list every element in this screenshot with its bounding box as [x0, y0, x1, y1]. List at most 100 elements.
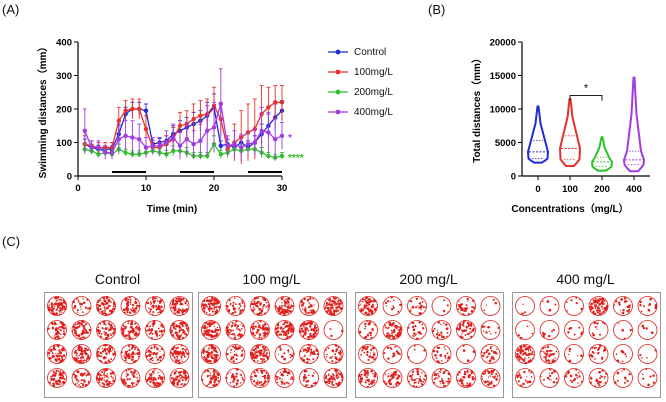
track-dot [52, 370, 55, 373]
track-dot [186, 304, 188, 306]
track-dot [172, 346, 176, 349]
track-dot [237, 325, 239, 327]
track-dot [108, 359, 110, 362]
track-dot [263, 380, 267, 384]
track-dot [158, 330, 161, 332]
track-dot [252, 359, 256, 362]
track-dot [592, 333, 596, 337]
well [47, 344, 67, 364]
track-dot [206, 369, 209, 372]
track-dot [555, 381, 558, 384]
track-dot [439, 354, 443, 357]
well-outline [407, 296, 427, 316]
track-dot [134, 353, 136, 355]
track-dot [155, 352, 158, 355]
data-point [96, 145, 101, 150]
track-dot [149, 308, 153, 311]
track-dot [307, 298, 310, 301]
track-dot [462, 319, 466, 323]
well [431, 344, 452, 364]
track-dot [103, 331, 106, 333]
track-dot [159, 376, 162, 379]
track-dot [235, 382, 239, 385]
track-dot [360, 354, 363, 356]
plate-title: Control [94, 271, 141, 287]
track-dot [466, 359, 470, 363]
track-dot [313, 304, 315, 306]
track-dot [594, 358, 596, 360]
track-dot [594, 297, 597, 300]
track-dot [422, 378, 425, 380]
track-dot [48, 381, 52, 384]
track-dot [256, 312, 260, 316]
track-dot [99, 373, 102, 377]
track-dot [216, 334, 219, 337]
track-dot [180, 344, 183, 347]
track-dot [184, 322, 187, 325]
track-dot [395, 378, 398, 380]
well-plate-image [355, 292, 504, 398]
track-dot [176, 346, 179, 349]
track-dot [311, 336, 313, 338]
track-dot [412, 334, 415, 338]
track-dot [210, 378, 213, 381]
track-dot [107, 376, 109, 379]
track-dot [256, 328, 259, 331]
track-dot [605, 372, 608, 375]
track-dot [292, 378, 294, 380]
track-dot [256, 351, 259, 354]
track-dot [156, 335, 158, 338]
track-dot [490, 373, 493, 376]
track-dot [122, 324, 125, 327]
track-dot [123, 334, 126, 337]
track-dot [548, 354, 551, 358]
track-dot [52, 384, 56, 387]
track-dot [396, 334, 399, 338]
track-dot [213, 305, 216, 309]
violin-100 [559, 97, 581, 167]
track-dot [370, 382, 373, 385]
track-dot [618, 322, 620, 324]
well [71, 296, 92, 316]
track-dot [416, 337, 419, 341]
data-point [198, 113, 203, 118]
track-dot [528, 369, 531, 372]
track-dot [276, 307, 279, 310]
track-dot [105, 356, 107, 359]
track-dot [107, 333, 110, 336]
x-tick-label: 20 [209, 183, 220, 194]
track-dot [99, 299, 102, 302]
track-dot [418, 302, 422, 305]
track-dot [528, 380, 532, 384]
track-dot [149, 380, 152, 384]
track-dot [385, 326, 387, 329]
track-dot [488, 359, 492, 363]
well [358, 344, 378, 364]
well-outline [539, 368, 560, 388]
track-dot [174, 359, 178, 362]
track-dot [241, 301, 244, 304]
track-dot [171, 377, 174, 380]
track-dot [645, 327, 648, 330]
track-dot [241, 325, 244, 327]
track-dot [551, 360, 555, 364]
track-dot [370, 306, 372, 308]
track-dot [589, 305, 593, 309]
well-outline [358, 344, 378, 364]
track-dot [257, 326, 259, 329]
track-dot [232, 307, 236, 311]
track-dot [113, 352, 117, 355]
track-dot [278, 377, 281, 380]
track-dot [256, 360, 259, 362]
well-outline [637, 368, 658, 388]
track-dot [337, 384, 340, 387]
track-dot [76, 323, 79, 326]
legend: Control 100mg/L 200mg/L 400mg/L [328, 42, 418, 122]
track-dot [589, 354, 592, 357]
well [323, 320, 344, 340]
track-dot [544, 352, 547, 355]
track-dot [128, 337, 131, 339]
track-dot [239, 335, 242, 338]
track-dot [177, 336, 181, 340]
track-dot [54, 328, 58, 331]
